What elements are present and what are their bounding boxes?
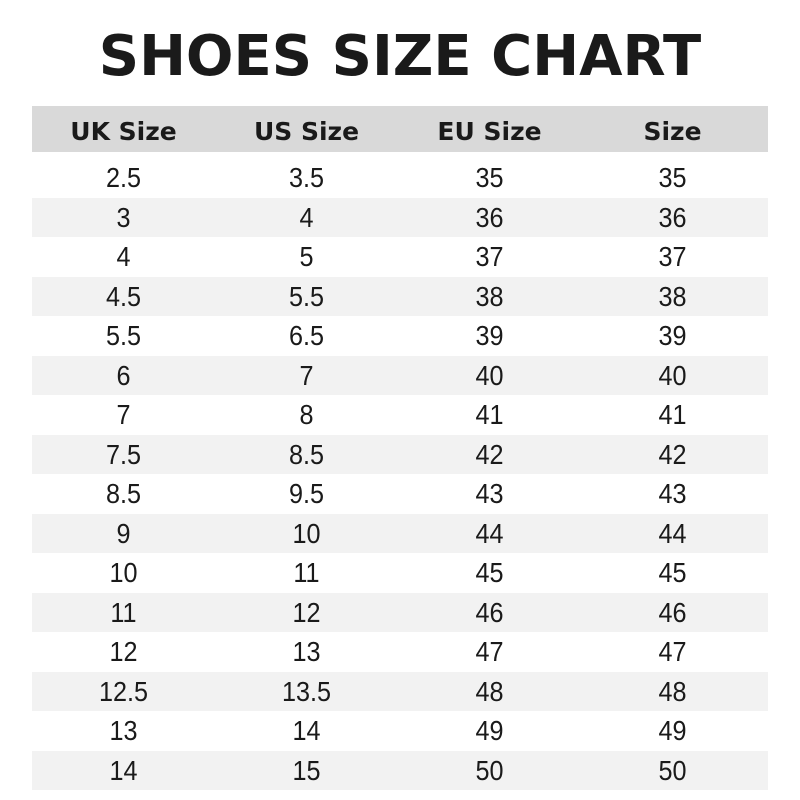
table-row: 2.5 3.5 35 35 xyxy=(32,158,768,198)
cell-uk: 7.5 xyxy=(105,438,142,470)
table-body: 2.5 3.5 35 35 3 4 36 36 4 5 37 37 4.5 5.5 38 38 5.5 6.5 39… xyxy=(32,158,768,790)
cell-us: 13 xyxy=(292,636,321,667)
cell-eu: 48 xyxy=(475,675,504,707)
cell-size: 46 xyxy=(658,596,687,628)
table-row: 6 7 40 40 xyxy=(32,355,768,395)
size-chart-table: UK Size US Size EU Size Size 2.5 3.5 35 35 3… xyxy=(32,106,768,790)
cell-us: 10 xyxy=(292,517,321,549)
cell-us: 11 xyxy=(293,557,320,588)
cell-uk: 3 xyxy=(116,201,131,233)
cell-uk: 6 xyxy=(116,359,131,391)
cell-us: 5.5 xyxy=(288,280,325,312)
table-row: 13 14 49 49 xyxy=(32,711,768,751)
column-header-size: Size xyxy=(643,117,702,146)
table-row: 7.5 8.5 42 42 xyxy=(32,434,768,474)
cell-eu: 47 xyxy=(475,636,504,667)
column-header-us: US Size xyxy=(253,117,360,146)
cell-uk: 14 xyxy=(109,754,138,786)
cell-size: 41 xyxy=(658,399,687,430)
cell-size: 48 xyxy=(658,675,687,707)
cell-uk: 5.5 xyxy=(105,320,142,351)
page-title: SHOES SIZE CHART xyxy=(98,24,702,89)
table-row: 12.5 13.5 48 48 xyxy=(32,671,768,711)
cell-uk: 2.5 xyxy=(105,162,142,193)
cell-uk: 10 xyxy=(109,557,138,588)
cell-us: 5 xyxy=(299,241,314,272)
table-row: 14 15 50 50 xyxy=(32,750,768,790)
cell-size: 47 xyxy=(658,636,687,667)
cell-size: 38 xyxy=(658,280,687,312)
column-header-uk: UK Size xyxy=(70,117,177,146)
cell-us: 8.5 xyxy=(288,438,325,470)
cell-us: 4 xyxy=(299,201,314,233)
cell-size: 35 xyxy=(658,162,687,193)
cell-size: 45 xyxy=(658,557,687,588)
table-row: 8.5 9.5 43 43 xyxy=(32,474,768,514)
cell-eu: 41 xyxy=(475,399,504,430)
table-row: 4.5 5.5 38 38 xyxy=(32,276,768,316)
table-row: 3 4 36 36 xyxy=(32,197,768,237)
cell-uk: 12 xyxy=(109,636,138,667)
cell-us: 7 xyxy=(299,359,314,391)
cell-eu: 35 xyxy=(475,162,504,193)
cell-uk: 4.5 xyxy=(105,280,142,312)
cell-uk: 8.5 xyxy=(105,478,142,509)
cell-eu: 50 xyxy=(475,754,504,786)
cell-uk: 12.5 xyxy=(98,675,149,707)
cell-eu: 46 xyxy=(475,596,504,628)
cell-size: 42 xyxy=(658,438,687,470)
table-row: 10 11 45 45 xyxy=(32,553,768,593)
table-row: 4 5 37 37 xyxy=(32,237,768,277)
cell-size: 44 xyxy=(658,517,687,549)
table-row: 9 10 44 44 xyxy=(32,513,768,553)
cell-us: 14 xyxy=(292,715,321,746)
cell-eu: 39 xyxy=(475,320,504,351)
cell-eu: 45 xyxy=(475,557,504,588)
cell-size: 43 xyxy=(658,478,687,509)
table-row: 11 12 46 46 xyxy=(32,592,768,632)
cell-uk: 11 xyxy=(110,596,137,628)
cell-eu: 37 xyxy=(475,241,504,272)
table-row: 5.5 6.5 39 39 xyxy=(32,316,768,356)
cell-size: 40 xyxy=(658,359,687,391)
cell-eu: 36 xyxy=(475,201,504,233)
cell-eu: 40 xyxy=(475,359,504,391)
cell-uk: 7 xyxy=(116,399,131,430)
cell-eu: 38 xyxy=(475,280,504,312)
cell-us: 12 xyxy=(292,596,321,628)
table-row: 7 8 41 41 xyxy=(32,395,768,435)
cell-size: 49 xyxy=(658,715,687,746)
cell-eu: 49 xyxy=(475,715,504,746)
cell-us: 9.5 xyxy=(288,478,325,509)
cell-uk: 13 xyxy=(109,715,138,746)
cell-us: 8 xyxy=(299,399,314,430)
cell-eu: 44 xyxy=(475,517,504,549)
cell-size: 37 xyxy=(658,241,687,272)
cell-eu: 43 xyxy=(475,478,504,509)
cell-us: 3.5 xyxy=(288,162,325,193)
cell-us: 6.5 xyxy=(288,320,325,351)
cell-size: 50 xyxy=(658,754,687,786)
table-row: 12 13 47 47 xyxy=(32,632,768,672)
cell-size: 36 xyxy=(658,201,687,233)
cell-us: 13.5 xyxy=(281,675,332,707)
column-header-eu: EU Size xyxy=(437,117,542,146)
cell-uk: 9 xyxy=(116,517,131,549)
cell-eu: 42 xyxy=(475,438,504,470)
cell-us: 15 xyxy=(292,754,321,786)
table-header: UK Size US Size EU Size Size xyxy=(32,106,768,152)
cell-uk: 4 xyxy=(116,241,131,272)
cell-size: 39 xyxy=(658,320,687,351)
